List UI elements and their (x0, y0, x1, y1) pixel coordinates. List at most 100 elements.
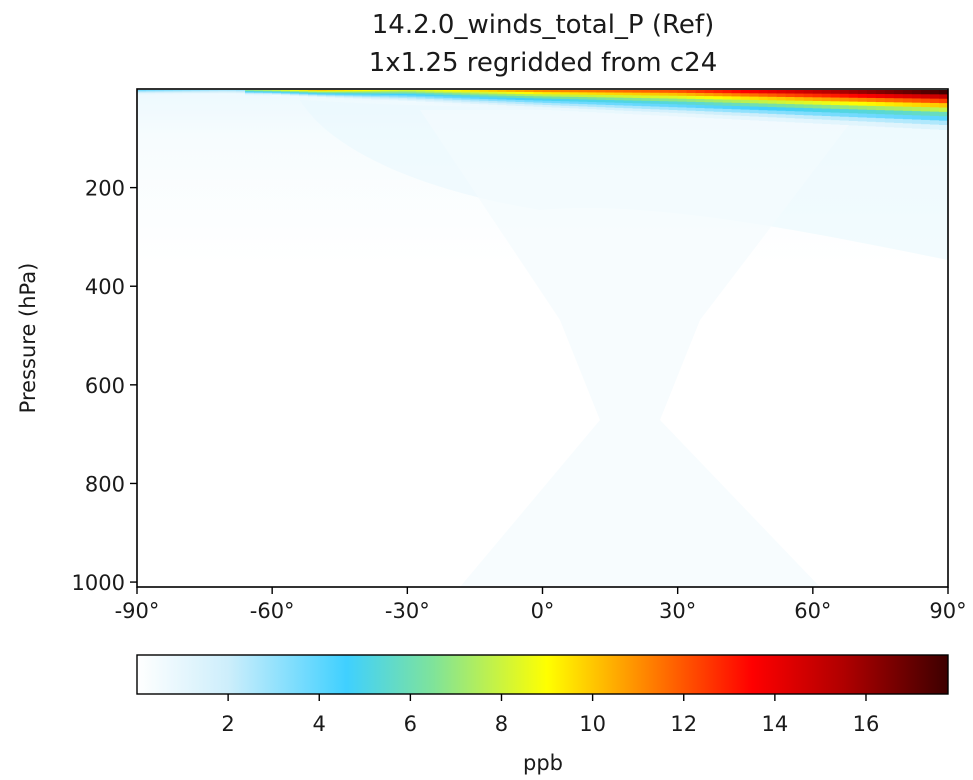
band-cell (560, 105, 571, 109)
band-cell (785, 100, 796, 105)
band-cell (776, 107, 787, 112)
band-cell (605, 102, 616, 106)
band-cell (542, 102, 553, 106)
band-cell (308, 94, 318, 96)
band-cell (551, 103, 562, 106)
band-cell (749, 113, 760, 118)
band-cell (875, 114, 886, 119)
colorbar-tick-label: 4 (313, 712, 326, 736)
band-cell (623, 92, 634, 96)
band-cell (587, 94, 598, 98)
band-cell (479, 95, 490, 98)
band-cell (794, 118, 805, 123)
band-cell (353, 92, 363, 94)
band-cell (767, 93, 778, 98)
band-cell (938, 94, 948, 100)
band-cell (794, 114, 805, 120)
band-cell (803, 115, 814, 120)
band-cell (722, 105, 733, 110)
band-cell (398, 96, 408, 99)
band-cell (812, 119, 823, 124)
band-cell (650, 106, 661, 110)
band-cell (443, 94, 453, 97)
top-concentration-bands (137, 90, 948, 130)
band-cell (650, 103, 661, 108)
band-cell (452, 103, 462, 106)
band-cell (299, 94, 309, 97)
band-cell (479, 91, 490, 95)
band-cell (740, 106, 751, 111)
band-cell (281, 92, 291, 94)
band-cell (569, 106, 580, 109)
band-cell (650, 90, 661, 94)
band-cell (425, 94, 435, 97)
band-cell (146, 91, 156, 93)
band-cell (362, 90, 372, 92)
band-cell (272, 90, 282, 92)
band-cell (866, 121, 877, 127)
y-tick-label: 1000 (72, 571, 125, 595)
band-cell (830, 105, 841, 110)
band-cell (533, 100, 544, 104)
band-cell (767, 100, 778, 105)
band-cell (902, 98, 913, 104)
band-cell (389, 93, 399, 96)
band-cell (893, 106, 904, 112)
band-cell (605, 90, 616, 94)
band-cell (911, 111, 922, 116)
band-cell (938, 90, 948, 95)
band-cell (731, 99, 742, 104)
band-cell (740, 116, 751, 120)
band-cell (470, 91, 481, 95)
band-cell (263, 91, 273, 93)
band-cell (218, 93, 228, 95)
colorbar-tick-label: 2 (221, 712, 234, 736)
band-cell (578, 106, 589, 110)
band-cell (938, 98, 948, 104)
band-cell (695, 102, 706, 106)
chart-subtitle: 1x1.25 regridded from c24 (369, 48, 718, 78)
band-cell (650, 112, 661, 116)
band-cell (137, 91, 147, 93)
band-cell (623, 100, 634, 104)
band-cell (344, 98, 354, 100)
band-cell (695, 96, 706, 100)
band-cell (866, 113, 877, 119)
band-cell (542, 92, 553, 95)
band-cell (596, 92, 607, 96)
band-cell (497, 93, 508, 97)
band-cell (380, 93, 390, 96)
band-cell (848, 117, 859, 122)
band-cell (488, 104, 499, 108)
band-cell (785, 107, 796, 112)
band-cell (362, 92, 372, 94)
band-cell (749, 106, 760, 111)
band-cell (632, 92, 643, 96)
band-cell (425, 97, 435, 100)
band-cell (362, 99, 372, 101)
band-cell (443, 96, 453, 99)
band-cell (506, 97, 517, 101)
band-cell (722, 99, 733, 104)
band-cell (344, 95, 354, 97)
band-cell (929, 124, 940, 130)
band-cell (650, 98, 661, 102)
band-cell (668, 109, 679, 114)
band-cell (884, 122, 895, 128)
band-cell (398, 98, 408, 100)
band-cell (470, 100, 481, 103)
band-cell (353, 91, 363, 93)
band-cell (830, 97, 841, 102)
band-cell (569, 90, 580, 93)
band-cell (380, 99, 390, 102)
band-cell (416, 98, 426, 101)
band-cell (821, 101, 832, 106)
colorbar-tick-label: 10 (579, 712, 606, 736)
band-cell (200, 93, 210, 95)
band-cell (893, 118, 904, 124)
band-cell (245, 91, 255, 93)
band-cell (902, 94, 913, 99)
band-cell (317, 93, 327, 95)
band-cell (173, 91, 183, 93)
band-cell (785, 97, 796, 102)
